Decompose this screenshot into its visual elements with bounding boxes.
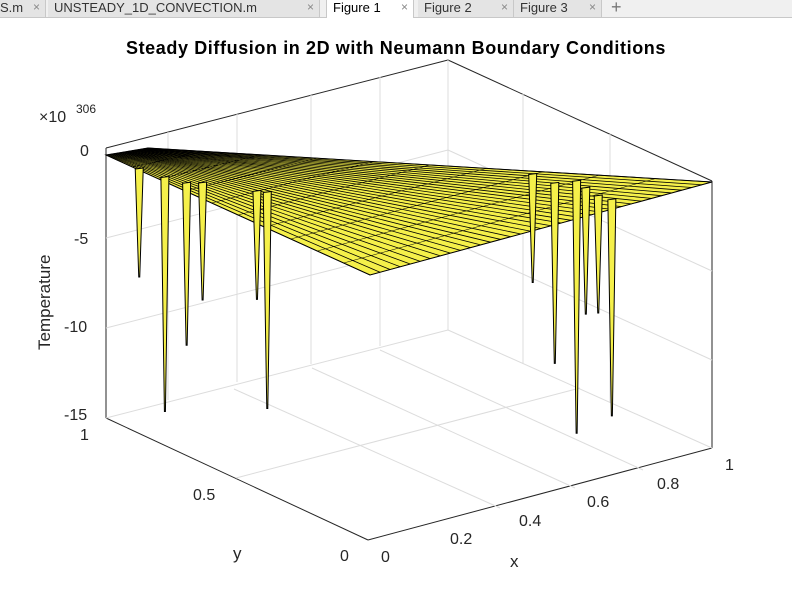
surface-spike bbox=[593, 194, 603, 314]
x-tick-label: 0.4 bbox=[519, 513, 541, 530]
close-icon[interactable]: × bbox=[32, 0, 40, 14]
z-tick-label: -15 bbox=[64, 407, 87, 424]
x-axis-line bbox=[367, 447, 713, 541]
tab-label: S.m bbox=[0, 0, 24, 15]
x-tick-label: 0.8 bbox=[657, 476, 679, 493]
tab-label: Figure 1 bbox=[333, 0, 381, 15]
y-axis-ticks: 1 0.5 0 bbox=[80, 427, 349, 565]
back-top-left-edge bbox=[105, 59, 449, 149]
axes-box bbox=[105, 59, 713, 541]
z-exponent-power: 306 bbox=[76, 102, 96, 116]
tab-figure-2[interactable]: Figure 2 × bbox=[418, 0, 514, 17]
surface-spike bbox=[160, 175, 170, 413]
close-icon[interactable]: × bbox=[400, 0, 408, 14]
chart-title: Steady Diffusion in 2D with Neumann Boun… bbox=[126, 38, 666, 58]
close-icon[interactable]: × bbox=[588, 0, 596, 14]
surface-plot bbox=[104, 147, 713, 434]
mesh-line bbox=[132, 151, 205, 168]
mesh-line bbox=[264, 168, 487, 228]
z-axis-ticks: 0 -5 -10 -15 bbox=[64, 143, 89, 424]
surface-spike bbox=[182, 181, 192, 346]
z-exponent-base: ×10 bbox=[39, 109, 66, 126]
tab-label: Figure 2 bbox=[424, 0, 472, 15]
mesh-line bbox=[211, 161, 374, 204]
mesh-line bbox=[158, 154, 261, 180]
tab-label: Figure 3 bbox=[520, 0, 568, 15]
z-tick-label: -5 bbox=[74, 231, 88, 248]
z-tick-label: 0 bbox=[80, 143, 89, 160]
surface-spike bbox=[528, 172, 538, 283]
mesh-line bbox=[369, 181, 713, 276]
editor-tab-bar: S.m × UNSTEADY_1D_CONVECTION.m × Figure … bbox=[0, 0, 792, 18]
x-axis-ticks: 0 0.2 0.4 0.6 0.8 1 bbox=[381, 457, 734, 566]
back-top-right-edge bbox=[447, 59, 713, 182]
add-tab-icon[interactable]: + bbox=[611, 0, 622, 17]
z-tick-label: -10 bbox=[64, 319, 87, 336]
surface-spike bbox=[198, 181, 208, 301]
mesh-line bbox=[343, 178, 656, 264]
tab-figure-3[interactable]: Figure 3 × bbox=[514, 0, 602, 17]
surface-spike bbox=[134, 167, 144, 278]
y-tick-label: 0 bbox=[340, 548, 349, 565]
surface-spike bbox=[572, 179, 582, 434]
surface-spike bbox=[550, 181, 560, 364]
tab-s-m[interactable]: S.m × bbox=[0, 0, 46, 17]
y-tick-label: 0.5 bbox=[193, 487, 215, 504]
x-tick-label: 0.6 bbox=[587, 494, 609, 511]
x-tick-label: 0 bbox=[381, 549, 390, 566]
surface-spike bbox=[581, 186, 591, 315]
y-tick-label: 1 bbox=[80, 427, 89, 444]
surface-spike bbox=[262, 190, 272, 409]
close-icon[interactable]: × bbox=[500, 0, 508, 14]
y-axis-label: y bbox=[233, 544, 242, 563]
surface-spike bbox=[607, 198, 617, 417]
mesh-line bbox=[290, 171, 543, 240]
tab-unsteady-1d-convection[interactable]: UNSTEADY_1D_CONVECTION.m × bbox=[48, 0, 320, 17]
mesh-line bbox=[105, 147, 149, 156]
surface-mesh bbox=[105, 147, 713, 276]
z-axis-label: Temperature bbox=[35, 255, 54, 350]
x-tick-label: 1 bbox=[725, 457, 734, 474]
mesh-line bbox=[185, 157, 318, 192]
x-axis-label: x bbox=[510, 552, 519, 571]
z-exponent: ×10 306 bbox=[39, 102, 96, 126]
y-axis-line bbox=[105, 417, 369, 541]
close-icon[interactable]: × bbox=[306, 0, 314, 14]
surface-spike bbox=[252, 189, 262, 300]
x-tick-label: 0.2 bbox=[450, 531, 472, 548]
grid-lines bbox=[105, 60, 713, 509]
tab-figure-1[interactable]: Figure 1 × bbox=[326, 0, 414, 18]
surface-spikes bbox=[134, 167, 617, 434]
tab-label: UNSTEADY_1D_CONVECTION.m bbox=[54, 0, 257, 15]
